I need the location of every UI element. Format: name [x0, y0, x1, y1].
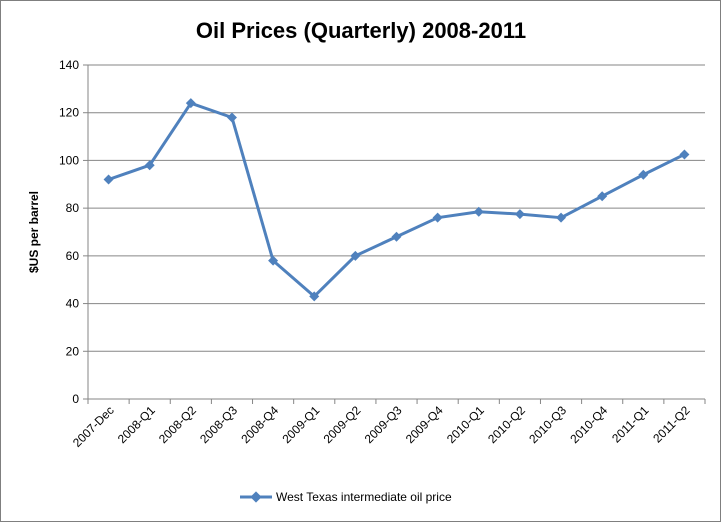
legend-label: West Texas intermediate oil price [276, 490, 452, 504]
x-tick-label: 2010-Q1 [444, 403, 487, 446]
data-point-marker [226, 112, 237, 123]
x-tick-label: 2010-Q3 [526, 403, 569, 446]
x-tick-label: 2008-Q4 [238, 403, 281, 446]
y-tick-label: 80 [66, 201, 80, 215]
data-point-marker [514, 209, 525, 220]
axes [83, 64, 706, 404]
data-point-marker [597, 191, 608, 202]
y-tick-label: 140 [59, 58, 79, 72]
y-tick-label: 100 [59, 153, 79, 167]
legend: West Texas intermediate oil price [240, 490, 452, 504]
data-point-marker [103, 174, 114, 185]
y-tick-label: 0 [72, 392, 79, 406]
data-point-marker [432, 212, 443, 223]
x-tick-label: 2011-Q1 [609, 403, 652, 446]
y-tick-label: 120 [59, 106, 79, 120]
x-tick-label: 2007-Dec [70, 403, 117, 450]
data-point-marker [638, 169, 649, 180]
x-tick-label: 2008-Q1 [115, 403, 158, 446]
x-tick-label: 2009-Q1 [279, 403, 322, 446]
chart-title: Oil Prices (Quarterly) 2008-2011 [196, 18, 526, 43]
x-tick-labels: 2007-Dec2008-Q12008-Q22008-Q32008-Q42009… [70, 403, 693, 450]
series-line [108, 101, 686, 298]
x-tick-label: 2010-Q2 [485, 403, 528, 446]
x-tick-label: 2009-Q4 [403, 403, 446, 446]
data-point-marker [391, 231, 402, 242]
gridlines [88, 64, 705, 352]
x-tick-label: 2008-Q3 [197, 403, 240, 446]
data-point-marker [144, 160, 155, 171]
data-point-marker [350, 250, 361, 261]
x-tick-label: 2009-Q3 [362, 403, 405, 446]
y-tick-label: 20 [66, 344, 80, 358]
data-point-marker [268, 255, 279, 266]
data-point-marker [185, 98, 196, 109]
data-point-marker [679, 149, 690, 160]
x-tick-label: 2010-Q4 [567, 403, 610, 446]
x-tick-label: 2008-Q2 [156, 403, 199, 446]
data-point-marker [473, 206, 484, 217]
y-axis-label: $US per barrel [27, 191, 41, 273]
y-tick-labels: 0 20 40 60 80 100 120 140 [59, 58, 79, 406]
x-tick-label: 2011-Q2 [650, 403, 693, 446]
y-tick-label: 40 [66, 297, 80, 311]
data-point-marker [309, 291, 320, 302]
x-tick-label: 2009-Q2 [321, 403, 364, 446]
y-tick-label: 60 [66, 249, 80, 263]
data-point-marker [556, 212, 567, 223]
series-layer [103, 98, 690, 302]
legend-marker [250, 491, 262, 503]
